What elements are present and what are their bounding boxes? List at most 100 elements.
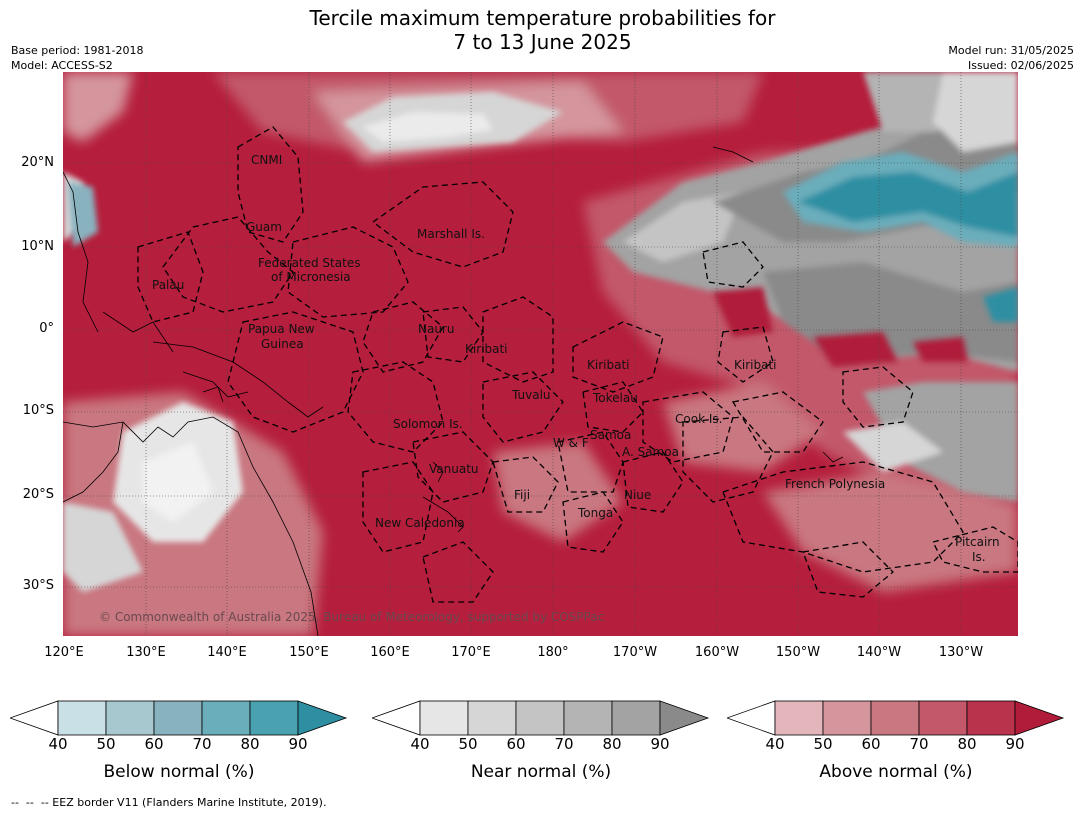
label-french-polynesia: French Polynesia [785,477,885,491]
label-cook: Cook Is. [675,412,722,426]
colorbar-near-segment [611,700,661,736]
colorbar-near-extend-high [659,700,710,736]
colorbar-below-tick: 40 [48,735,68,753]
colorbar-below-tick: 80 [240,735,260,753]
colorbar-above-tick: 70 [909,735,929,753]
colorbar-below-tick: 90 [288,735,308,753]
model-run: Model run: 31/05/2025 [948,44,1074,57]
colorbar-near-segment [563,700,613,736]
label-kiribati-central: Kiribati [587,358,629,372]
eez-borders [137,126,1018,603]
label-guam: Guam [246,220,282,234]
colorbar-near-segment [515,700,565,736]
probability-map: CNMI Guam Marshall Is. Federated States … [63,72,1018,636]
colorbar-above-segment [822,700,872,736]
colorbar-below-tick: 50 [96,735,116,753]
label-palau: Palau [152,278,184,292]
colorbar-above-tick: 50 [813,735,833,753]
lat-label-10s: 10°S [22,403,54,418]
above-normal-strong-patches [713,287,968,367]
label-samoa: Samoa [590,428,631,442]
colorbar-near-segment [467,700,517,736]
colorbar-near-label: Near normal (%) [470,762,612,782]
colorbar-below-segment [57,700,107,736]
colorbar-below-tick: 70 [192,735,212,753]
colorbar-above-segment [774,700,824,736]
lon-label-170e: 170°E [451,645,491,660]
colorbar-above-extend-low [727,700,776,736]
coastlines [63,146,844,636]
label-new-caledonia: New Caledonia [375,516,465,530]
label-wf: W & F [553,436,589,450]
label-kiribati-west: Kiribati [465,342,507,356]
label-vanuatu: Vanuatu [429,462,479,476]
label-cnmi: CNMI [251,153,282,167]
label-kiribati-east: Kiribati [734,358,776,372]
colorbar-near-segment [419,700,469,736]
lon-label-140w: 140°W [856,645,902,660]
label-png-1: Papua New [248,322,315,336]
colorbar-below-extend-high [297,700,348,736]
title-line-1: Tercile maximum temperature probabilitie… [309,6,776,30]
colorbar-above-label: Above normal (%) [819,762,973,782]
label-pitcairn-1: Pitcairn [955,535,1000,549]
lon-label-150w: 150°W [775,645,821,660]
colorbar-below-normal [10,700,348,736]
colorbar-near-extend-low [372,700,421,736]
model-name: Model: ACCESS-S2 [11,59,113,72]
base-period: Base period: 1981-2018 [11,44,144,57]
lat-label-20s: 20°S [22,487,54,502]
colorbar-above-extend-high [1014,700,1065,736]
label-tuvalu: Tuvalu [511,388,551,402]
lat-label-20n: 20°N [21,155,54,170]
colorbar-near-tick: 80 [602,735,622,753]
label-fiji: Fiji [514,488,530,502]
colorbar-below-extend-low [10,700,59,736]
colorbar-below-segment [201,700,251,736]
lon-label-160e: 160°E [370,645,410,660]
colorbar-below-segment [249,700,299,736]
lon-label-140e: 140°E [207,645,247,660]
meta-left: Base period: 1981-2018 Model: ACCESS-S2 [11,43,143,73]
graticule [63,72,1018,636]
label-solomon: Solomon Is. [393,417,463,431]
lon-label-120e: 120°E [44,645,84,660]
colorbar-below-segment [105,700,155,736]
lon-label-170w: 170°W [612,645,658,660]
colorbar-near-tick: 40 [410,735,430,753]
colorbar-above-tick: 60 [861,735,881,753]
label-asamoa: A. Samoa [622,445,679,459]
colorbar-near-tick: 50 [458,735,478,753]
colorbar-near-tick: 60 [506,735,526,753]
meta-right: Model run: 31/05/2025 Issued: 02/06/2025 [948,43,1074,73]
lon-label-160w: 160°W [694,645,740,660]
label-tonga: Tonga [577,506,613,520]
label-png-2: Guinea [261,337,304,351]
below-normal-areas [68,152,1018,322]
lon-label-130e: 130°E [126,645,166,660]
colorbar-above-tick: 40 [765,735,785,753]
colorbar-above-tick: 90 [1005,735,1025,753]
lon-label-130w: 130°W [938,645,984,660]
colorbar-near-normal [372,700,710,736]
colorbar-below-label: Below normal (%) [103,762,255,782]
label-pitcairn-2: Is. [972,550,986,564]
lon-label-180: 180° [537,645,569,660]
colorbar-near-tick: 90 [650,735,670,753]
lat-label-30s: 30°S [22,578,54,593]
label-fsm-1: Federated States [258,256,360,270]
colorbar-above-segment [870,700,920,736]
colorbar-below-segment [153,700,203,736]
label-niue: Niue [624,488,651,502]
colorbar-below-tick: 60 [144,735,164,753]
label-fsm-2: of Micronesia [271,270,351,284]
copyright-text: © Commonwealth of Australia 2025, Bureau… [99,610,604,624]
eez-footnote: -- -- -- EEZ border V11 (Flanders Marine… [11,796,327,809]
colorbar-above-segment [918,700,968,736]
lon-label-150e: 150°E [289,645,329,660]
issued-date: Issued: 02/06/2025 [967,59,1074,72]
colorbar-near-tick: 70 [554,735,574,753]
colorbar-above-normal [727,700,1065,736]
label-tokelau: Tokelau [592,391,638,405]
colorbar-above-tick: 80 [957,735,977,753]
